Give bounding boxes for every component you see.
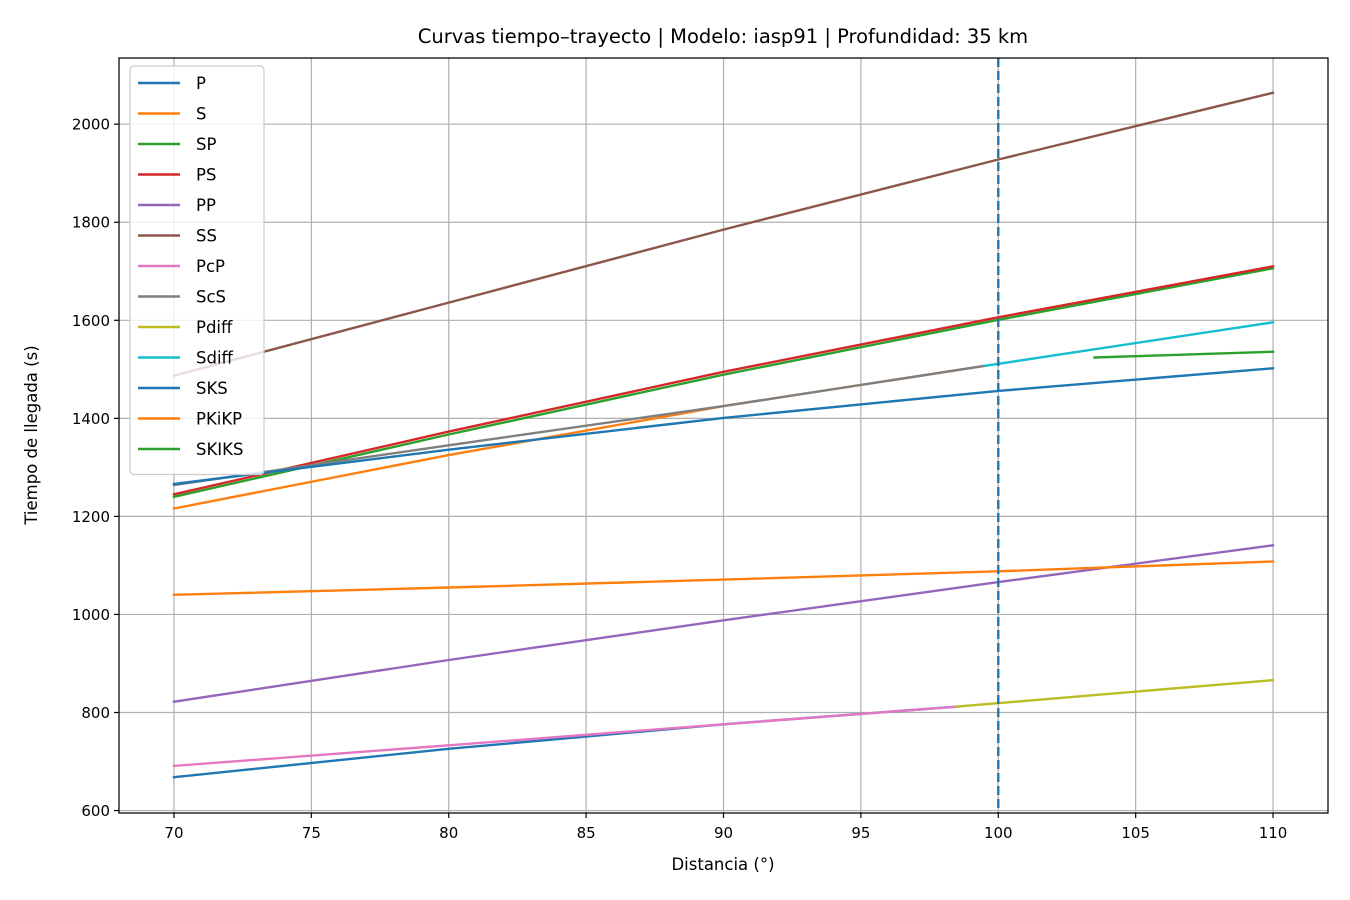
y-tick-label: 1000 [72,606,110,624]
series-line-sks [172,367,1275,486]
x-tick-label: 85 [577,824,596,842]
series-line-pcp [172,705,959,768]
legend-label: P [196,74,206,93]
legend-label: SP [196,135,216,154]
legend-label: PS [196,166,216,185]
legend-label: PKiKP [196,410,242,429]
x-tick-label: 110 [1259,824,1288,842]
y-axis-label: Tiempo de llegada (s) [22,345,41,525]
x-tick-label: 100 [984,824,1013,842]
legend-label: SKS [196,379,228,398]
legend-label: PcP [196,257,225,276]
legend-label: S [196,105,206,124]
series-line-scs [172,364,986,487]
y-tick-label: 1800 [72,214,110,232]
series-line-sp [172,266,1275,499]
y-tick-label: 1200 [72,508,110,526]
series-line-sdiff [983,320,1275,368]
series-lines [172,91,1275,779]
series-line-pp [172,543,1275,704]
legend-label: SKIKS [196,440,243,459]
x-tick-label: 70 [164,824,183,842]
series-line-ps [172,265,1275,496]
y-tick-label: 2000 [72,116,110,134]
y-tick-label: 1400 [72,410,110,428]
chart-title: Curvas tiempo–trayecto | Modelo: iasp91 … [418,25,1028,48]
series-line-ss [172,91,1275,378]
x-tick-label: 105 [1121,824,1150,842]
series-line-pkikp [172,560,1275,597]
legend-label: ScS [196,288,226,307]
legend-label: SS [196,227,217,246]
series-line-skiks [1093,350,1275,359]
legend-label: Sdiff [196,349,234,368]
y-tick-label: 800 [81,704,110,722]
x-tick-label: 80 [439,824,458,842]
legend-label: Pdiff [196,318,233,337]
x-tick-label: 75 [302,824,321,842]
axis-ticks: 70 75 80 85 90 95 100 105 110 600 800 1000 1200 1400 1… [72,116,1288,842]
x-axis-label: Distancia (°) [671,855,774,874]
legend-box [129,65,265,476]
legend-label: PP [196,196,216,215]
x-tick-label: 90 [714,824,733,842]
series-line-pdiff [955,678,1275,708]
y-tick-label: 1600 [72,312,110,330]
x-tick-label: 95 [851,824,870,842]
y-tick-label: 600 [81,802,110,820]
